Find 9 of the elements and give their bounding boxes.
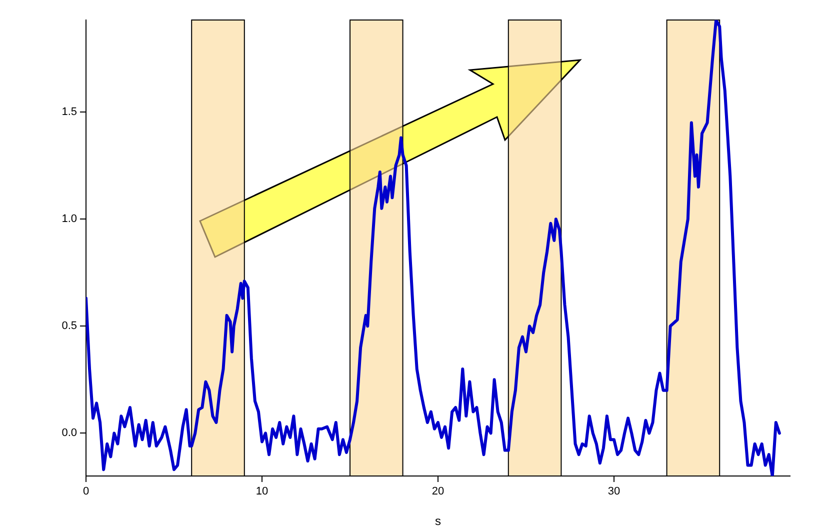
x-tick-label: 20 (432, 486, 444, 498)
y-tick-label: 1.5 (62, 106, 77, 118)
y-tick-label: 0.0 (62, 427, 77, 440)
x-axis-title: s (435, 514, 441, 528)
y-tick-label: 0.5 (62, 320, 77, 332)
y-tick-label: 1.0 (62, 213, 77, 226)
x-tick-label: 10 (256, 486, 268, 498)
x-tick-label: 30 (608, 486, 620, 498)
x-tick-label: 0 (82, 486, 90, 498)
